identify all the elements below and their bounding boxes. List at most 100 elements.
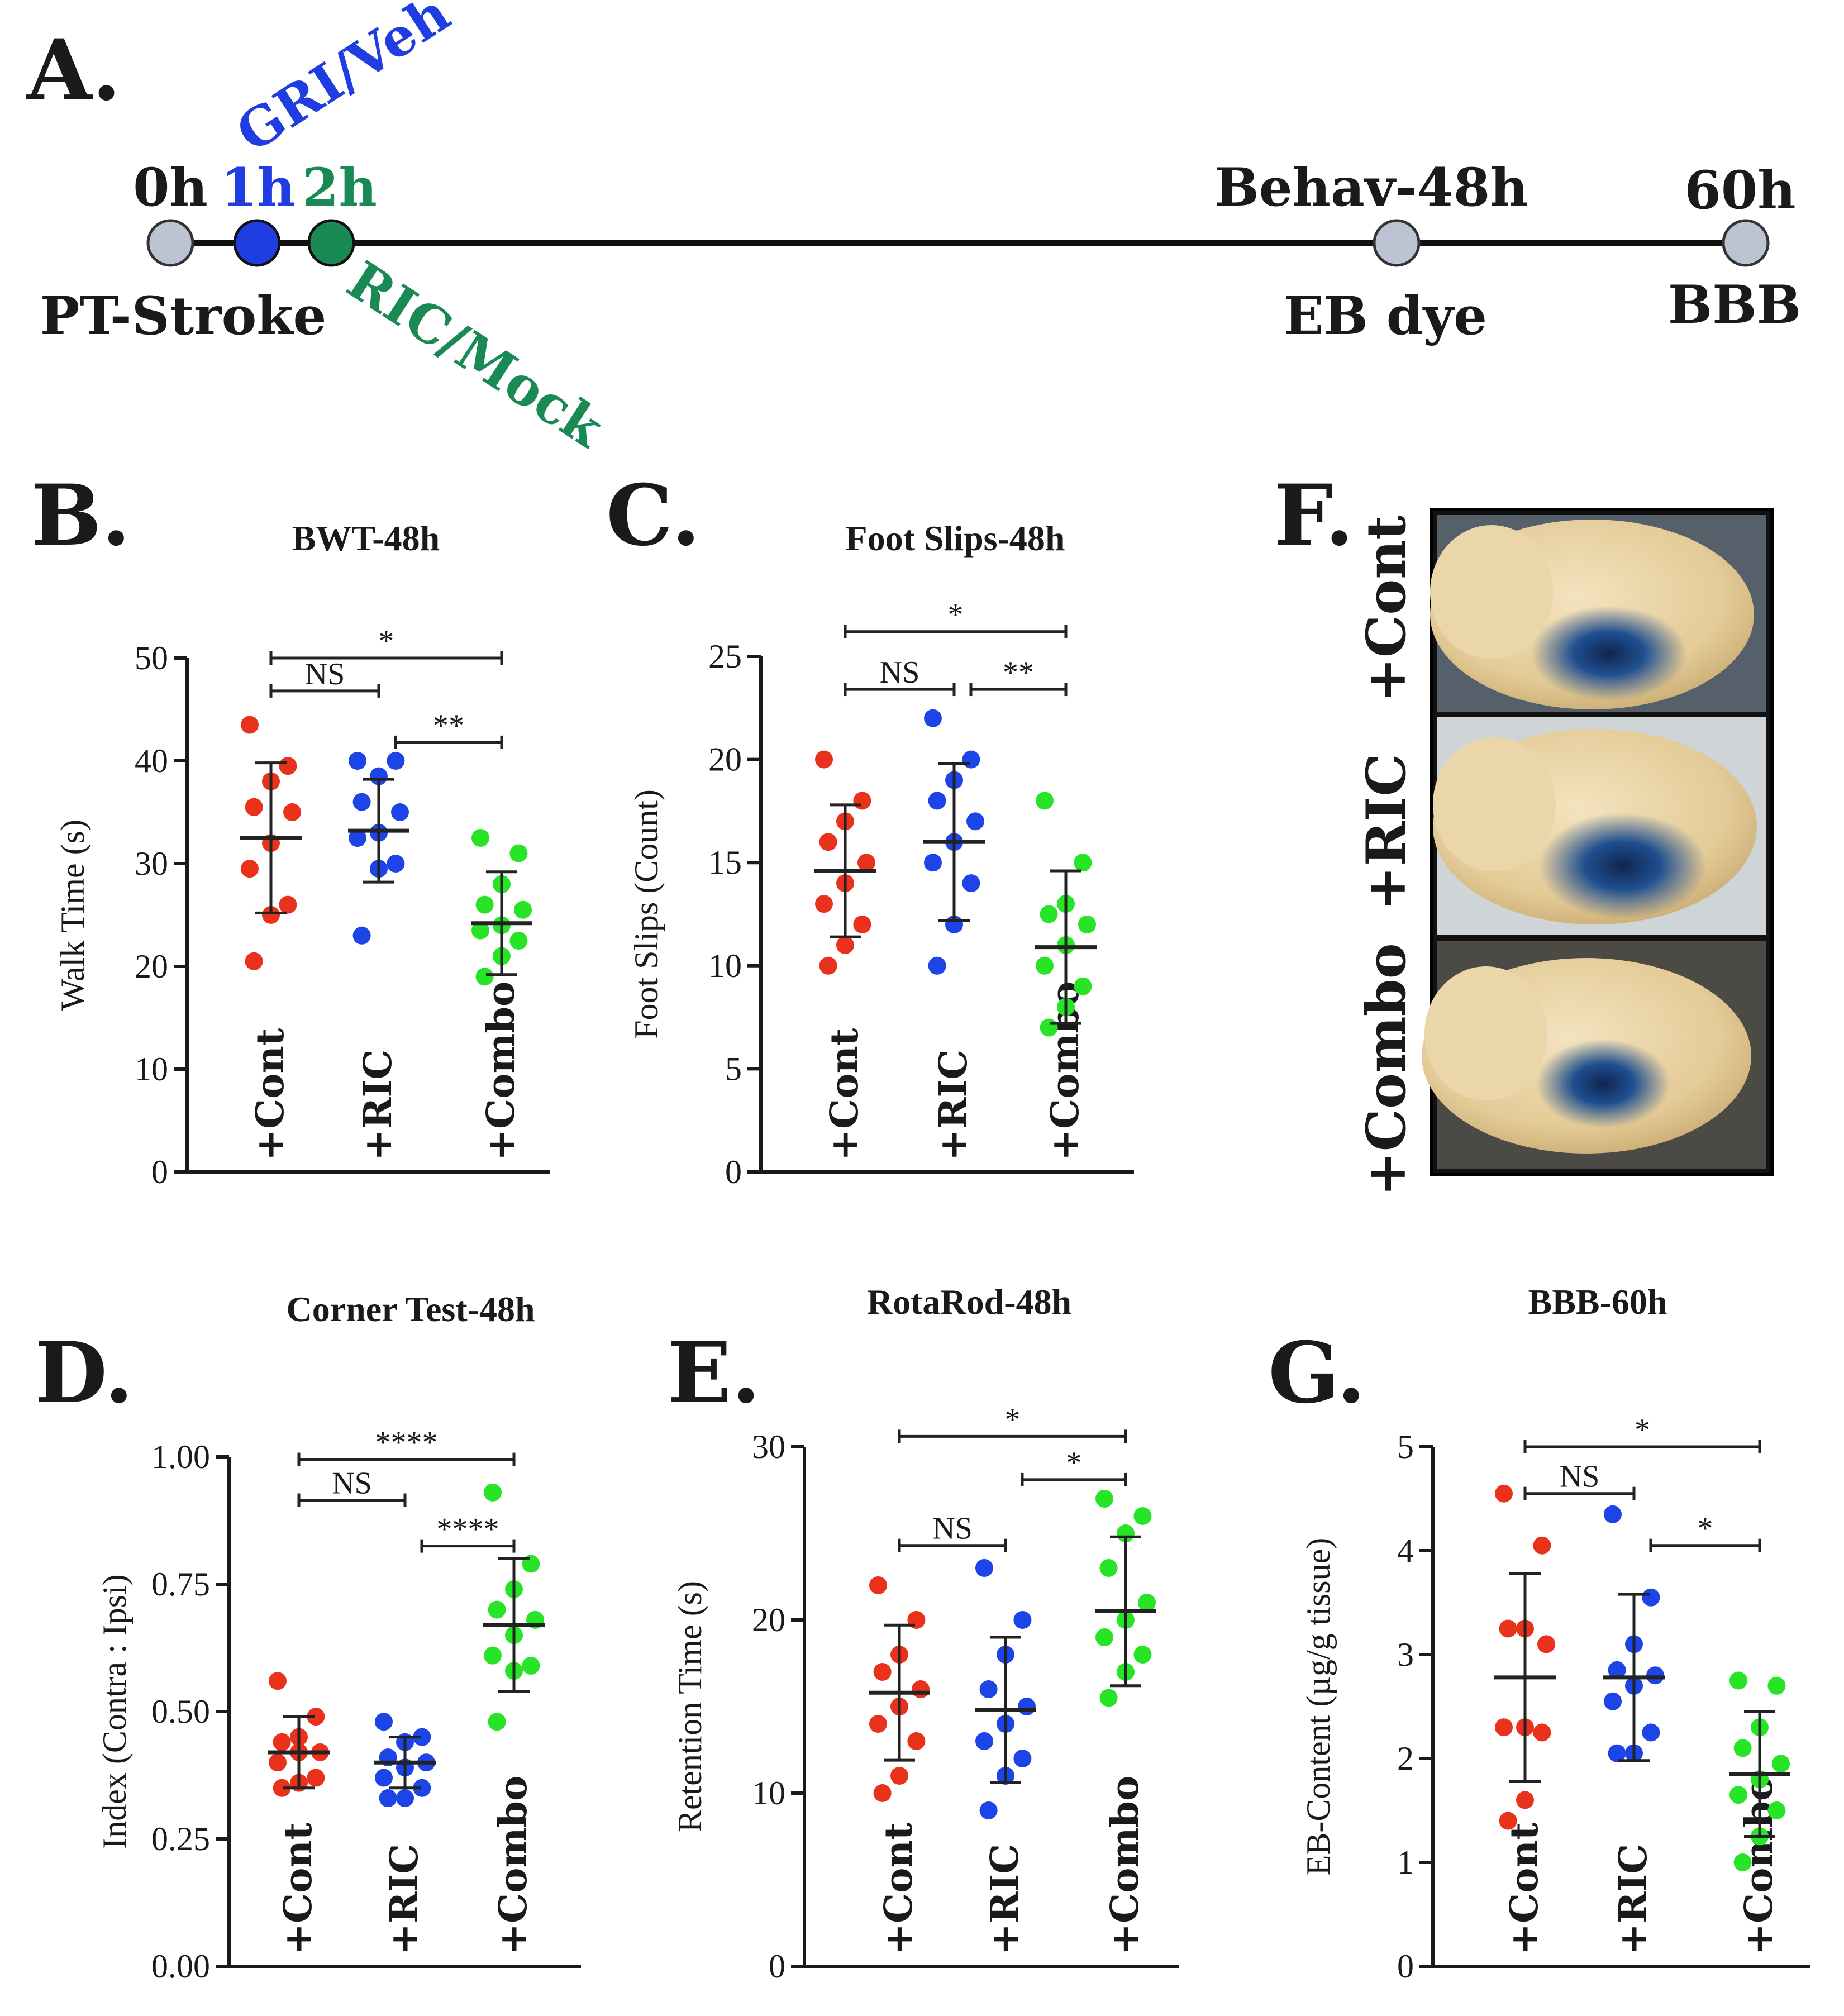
data-point-ric bbox=[962, 750, 980, 769]
data-point-cont bbox=[245, 952, 263, 970]
data-point-ric bbox=[352, 926, 371, 945]
data-point-ric bbox=[966, 812, 984, 831]
data-point-cont bbox=[279, 895, 297, 914]
y-axis-label: Retention Time (s) bbox=[671, 1581, 708, 1832]
timeline-point-48h bbox=[1373, 219, 1421, 267]
data-point-cont bbox=[269, 1753, 287, 1772]
data-point-cont bbox=[1533, 1723, 1551, 1742]
data-point-ric bbox=[1646, 1666, 1664, 1685]
data-point-cont bbox=[853, 915, 871, 933]
data-point-cont bbox=[873, 1663, 892, 1681]
data-point-combo bbox=[1074, 854, 1092, 872]
panel-f-images: F. bbox=[1274, 466, 1774, 1197]
data-point-ric bbox=[375, 1769, 393, 1787]
data-point-combo bbox=[1095, 1490, 1113, 1508]
data-point-combo bbox=[1772, 1755, 1790, 1773]
y-tick-label: 0 bbox=[151, 1154, 168, 1190]
timeline-label-1h: 1h bbox=[221, 157, 296, 218]
data-point-ric bbox=[924, 709, 942, 727]
panel-label-f: F. bbox=[1274, 466, 1354, 565]
data-point-combo bbox=[1036, 792, 1054, 810]
significance-label: NS bbox=[332, 1466, 372, 1501]
data-point-cont bbox=[1516, 1791, 1534, 1809]
data-point-ric bbox=[1018, 1698, 1036, 1715]
data-point-ric bbox=[928, 956, 946, 975]
data-point-cont bbox=[1495, 1484, 1513, 1503]
chart-title: BWT-48h bbox=[292, 518, 440, 558]
y-axis-label: EB-Content (µg/g tissue) bbox=[1300, 1538, 1337, 1876]
image-label-combo: +Combo bbox=[1355, 943, 1418, 1197]
data-point-cont bbox=[836, 936, 854, 954]
panel-label-d: D. bbox=[35, 1324, 134, 1422]
data-point-ric bbox=[928, 792, 946, 810]
panel-label-a: A. bbox=[26, 21, 121, 120]
data-point-cont bbox=[912, 1680, 930, 1698]
data-point-ric bbox=[1604, 1692, 1622, 1710]
data-point-cont bbox=[819, 956, 837, 975]
data-point-cont bbox=[1495, 1718, 1513, 1737]
category-label-cont: +Cont bbox=[1502, 1822, 1547, 1955]
data-point-combo bbox=[1078, 915, 1096, 933]
category-label-cont: +Cont bbox=[876, 1822, 921, 1955]
data-point-ric bbox=[387, 752, 405, 770]
data-point-cont bbox=[283, 803, 301, 821]
data-point-combo bbox=[488, 1713, 506, 1731]
y-tick-label: 20 bbox=[135, 948, 168, 985]
brain-image-ric bbox=[1433, 717, 1766, 935]
data-point-ric bbox=[975, 1732, 993, 1750]
significance-label: NS bbox=[880, 655, 920, 690]
significance-label: * bbox=[1698, 1512, 1713, 1546]
data-point-ric bbox=[1013, 1750, 1032, 1767]
y-tick-label: 20 bbox=[752, 1602, 785, 1638]
significance-label: * bbox=[1005, 1402, 1021, 1437]
panel-e-rotarod-chart: RotaRod-48h 0 10 20 30 Retention Time (s) +Con… bbox=[671, 1282, 1179, 1985]
category-label-cont: +Cont bbox=[248, 1028, 293, 1161]
data-point-ric bbox=[979, 1680, 998, 1698]
data-point-combo bbox=[1733, 1853, 1752, 1871]
data-point-cont bbox=[853, 792, 871, 810]
data-point-cont bbox=[869, 1576, 887, 1594]
data-point-combo bbox=[1133, 1507, 1152, 1525]
y-tick-label: 10 bbox=[135, 1051, 168, 1088]
timeline-label-60h: 60h bbox=[1684, 160, 1795, 221]
y-tick-label: 0.75 bbox=[151, 1566, 210, 1603]
y-tick-label: 5 bbox=[1397, 1428, 1414, 1465]
data-point-ric bbox=[979, 1801, 998, 1819]
panel-c-foot-slips-chart: Foot Slips-48h 0 5 10 15 20 25 Foot Slips (Coun… bbox=[628, 518, 1134, 1190]
timeline-label-gri-veh: GRI/Veh bbox=[226, 0, 461, 164]
data-point-cont bbox=[890, 1767, 908, 1785]
significance-label: NS bbox=[305, 657, 345, 692]
data-point-ric bbox=[1608, 1744, 1626, 1762]
data-point-cont bbox=[873, 1784, 892, 1802]
y-tick-label: 10 bbox=[708, 947, 742, 984]
data-point-cont bbox=[262, 906, 280, 924]
data-point-cont bbox=[819, 833, 837, 851]
category-label-ric: +RIC bbox=[356, 1050, 401, 1161]
data-point-ric bbox=[349, 752, 366, 770]
category-label-ric: +RIC bbox=[382, 1844, 427, 1955]
y-tick-label: 0.50 bbox=[151, 1693, 210, 1730]
data-point-cont bbox=[857, 854, 875, 872]
y-axis-label: Foot Slips (Count) bbox=[628, 789, 665, 1039]
panel-d-corner-test-chart: Corner Test-48h 0.00 0.25 0.50 0.75 1.00 Index… bbox=[96, 1289, 581, 1985]
timeline-label-0h: 0h bbox=[133, 157, 208, 218]
data-point-ric bbox=[387, 855, 405, 873]
significance-label: * bbox=[379, 624, 394, 659]
data-point-combo bbox=[1767, 1676, 1786, 1695]
y-tick-label: 30 bbox=[752, 1428, 785, 1465]
data-point-combo bbox=[484, 1646, 502, 1665]
y-tick-label: 1.00 bbox=[151, 1438, 210, 1475]
y-tick-label: 1 bbox=[1397, 1844, 1414, 1881]
data-point-combo bbox=[1733, 1739, 1752, 1757]
y-tick-label: 0.25 bbox=[151, 1820, 210, 1857]
significance-label: NS bbox=[1560, 1460, 1600, 1494]
y-tick-label: 0 bbox=[769, 1948, 785, 1985]
data-point-ric bbox=[396, 1789, 414, 1808]
data-point-combo bbox=[471, 921, 489, 940]
data-point-cont bbox=[1499, 1812, 1517, 1830]
data-point-cont bbox=[815, 895, 833, 913]
data-point-cont bbox=[1537, 1635, 1555, 1653]
data-point-ric bbox=[352, 793, 371, 811]
data-point-ric bbox=[1642, 1723, 1660, 1742]
data-point-combo bbox=[1099, 1689, 1118, 1707]
